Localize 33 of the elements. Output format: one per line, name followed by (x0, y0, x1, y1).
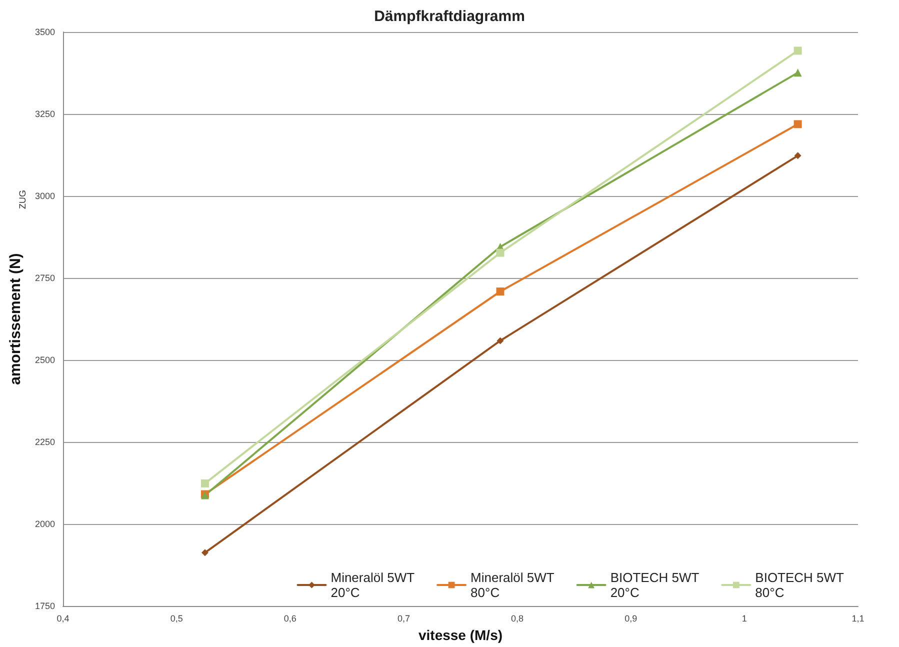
y-tick-label: 2750 (34, 273, 55, 284)
legend-label: Mineralöl 5WT 80°C (470, 570, 554, 600)
point (496, 248, 504, 257)
y-tick-label: 3250 (34, 109, 55, 120)
legend-label: BIOTECH 5WT 80°C (755, 570, 844, 600)
chart-title: Dämpfkraftdiagramm (374, 8, 525, 25)
x-tick-label: 0,6 (284, 614, 296, 624)
x-tick-label: 1,1 (852, 614, 864, 624)
y-tick-label: 2500 (34, 355, 55, 366)
point (200, 479, 209, 488)
y-axis-title: amortissement (N) (7, 253, 24, 385)
y-tick-label: 2250 (34, 437, 55, 448)
point (201, 549, 208, 556)
x-axis-title: vitesse (M/s) (418, 627, 503, 643)
x-tick-label: 0,9 (624, 614, 638, 624)
legend-label: BIOTECH 5WT 20°C (610, 570, 700, 600)
x-tick-label: 0,4 (56, 614, 70, 624)
x-tick-label: 1 (742, 614, 747, 624)
point (794, 68, 802, 77)
point (794, 152, 802, 160)
y-tick-label: 3500 (34, 27, 55, 37)
point (794, 46, 802, 55)
x-tick-label: 0,8 (511, 614, 524, 624)
text: ZUG (18, 190, 28, 209)
legend-label: Mineralöl 5WT 20°C (330, 570, 415, 600)
point (794, 120, 802, 128)
y-tick-label: 3000 (34, 191, 55, 202)
point (496, 287, 504, 296)
x-tick-label: 0,5 (170, 614, 183, 624)
x-tick-label: 0,7 (397, 614, 410, 624)
point (496, 337, 504, 344)
y-tick-label: 2000 (34, 519, 55, 530)
y-tick-label: 1750 (34, 601, 55, 612)
